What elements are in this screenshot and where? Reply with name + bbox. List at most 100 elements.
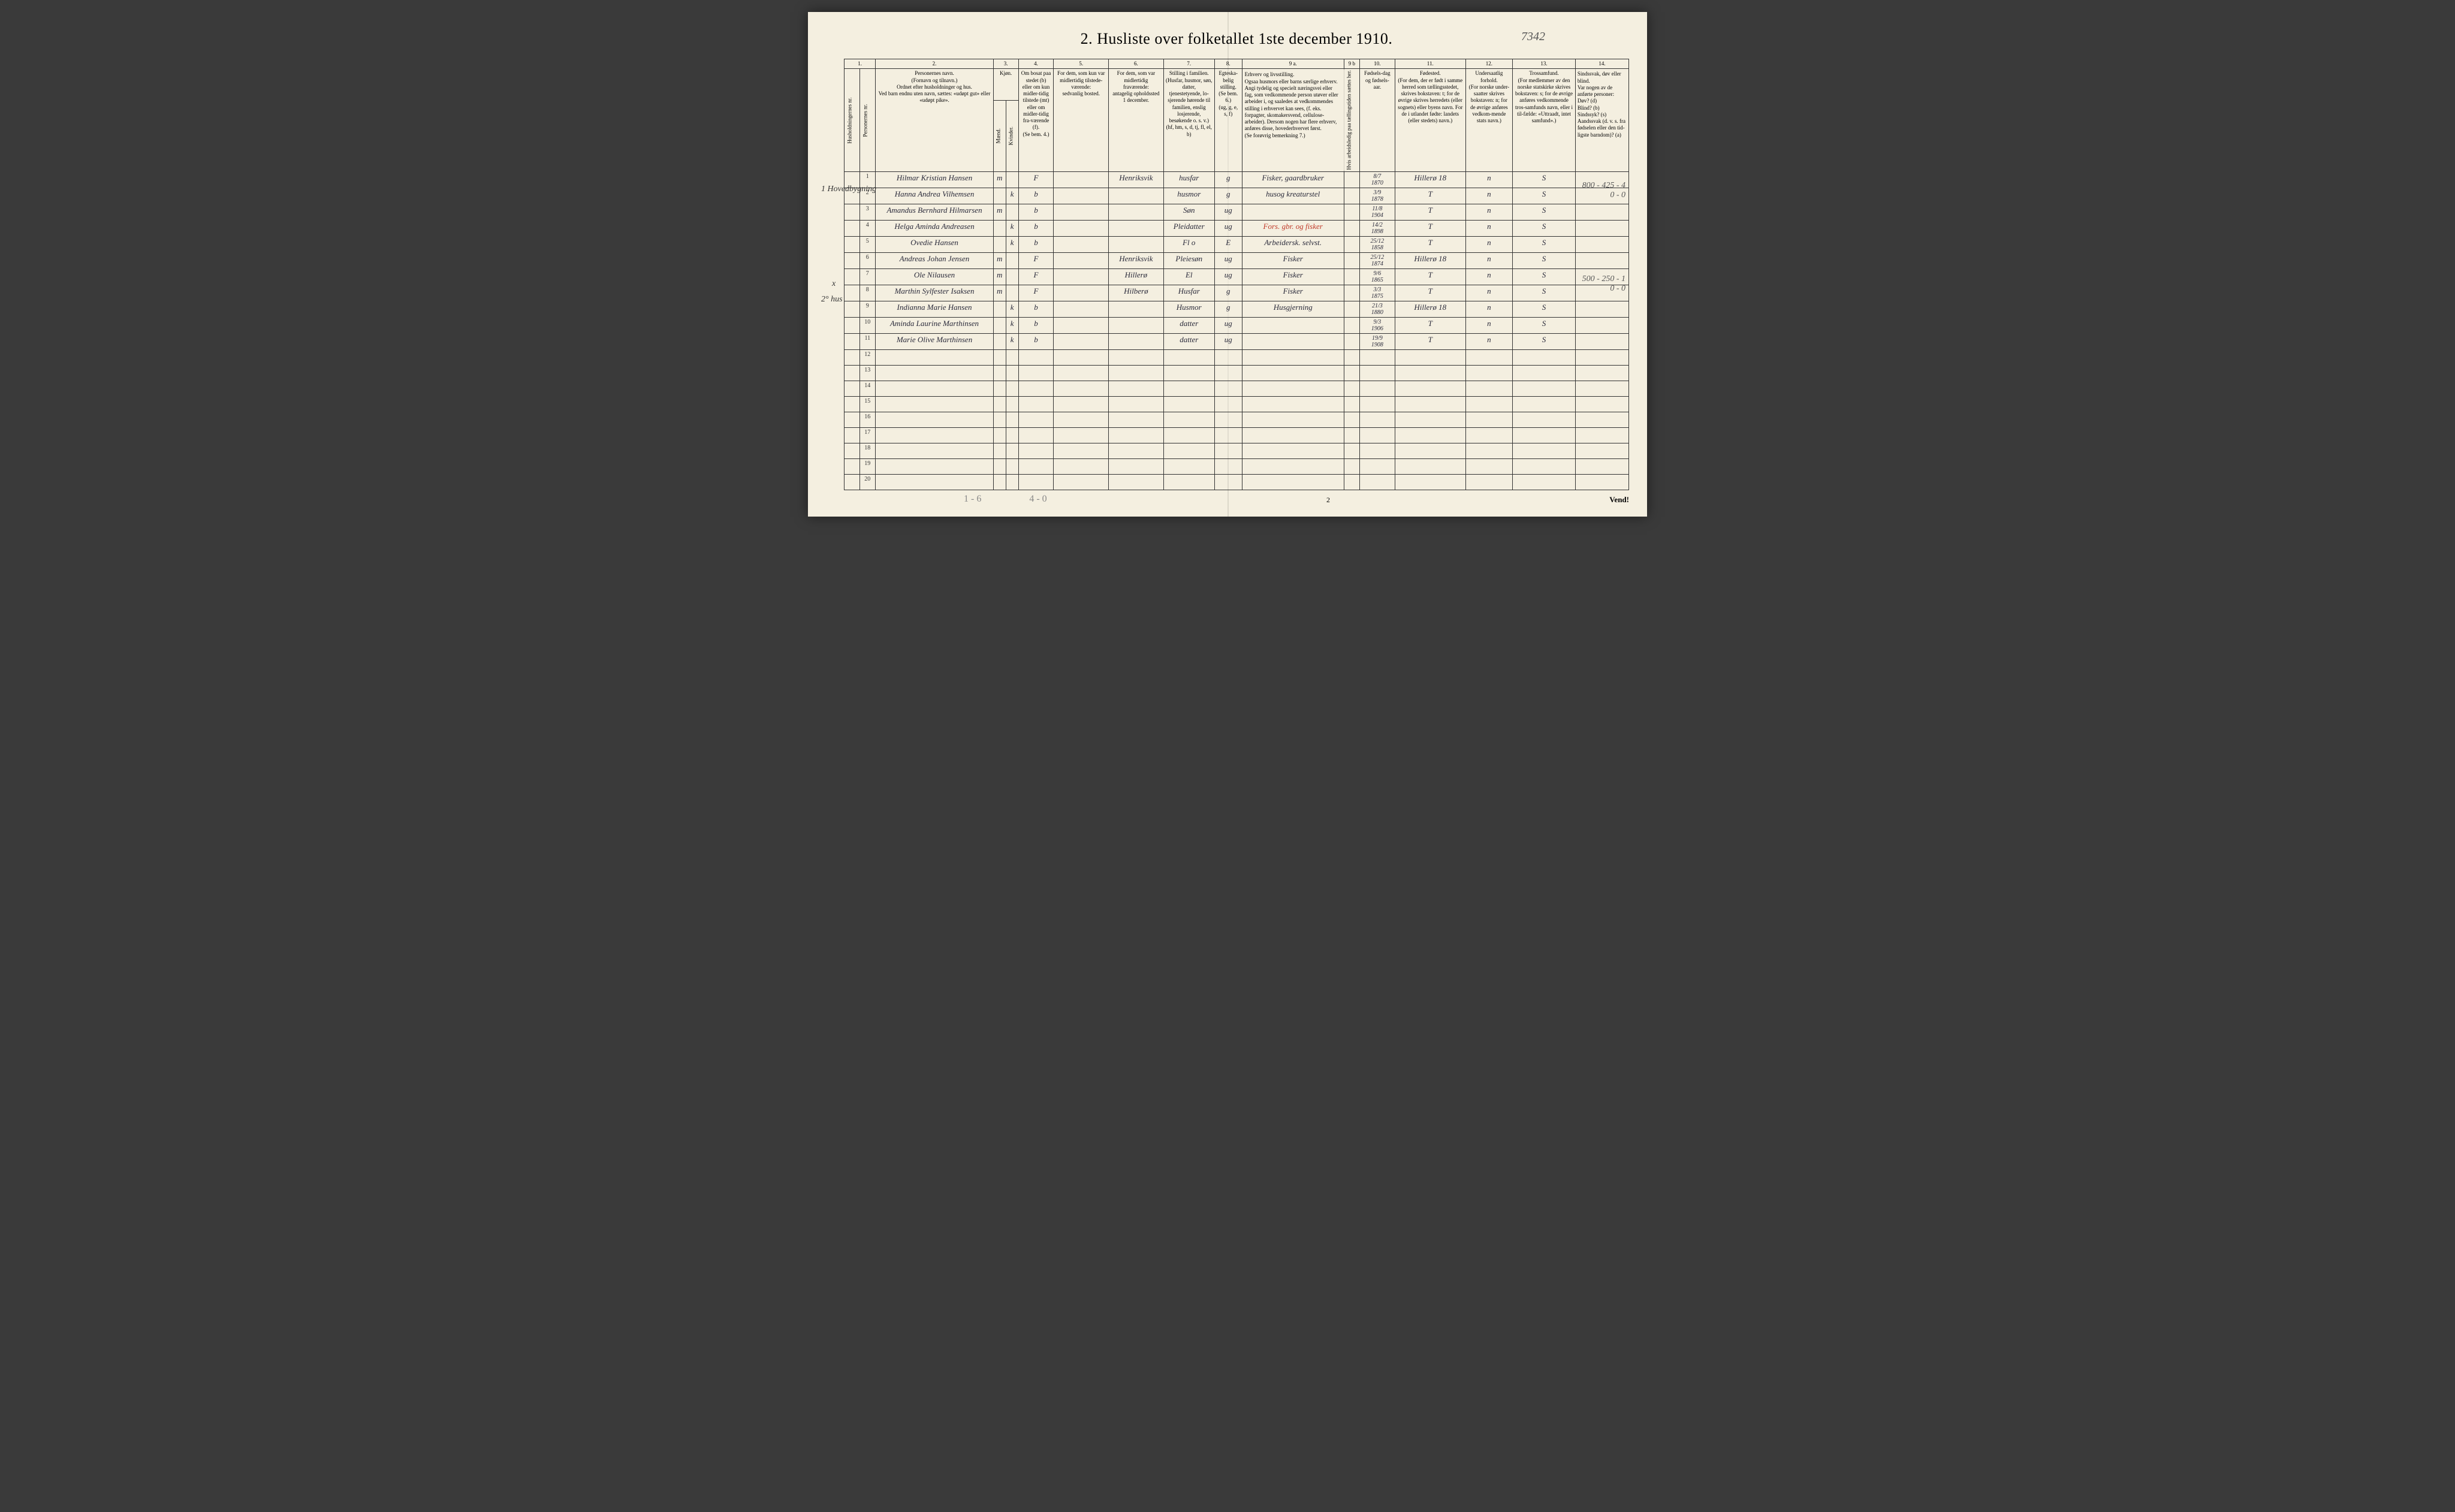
cell-female: k xyxy=(1006,333,1018,349)
cell-household xyxy=(845,349,860,365)
cell-unemployed xyxy=(1344,285,1359,301)
table-row-empty: 14 xyxy=(845,381,1629,396)
cell-religion: S xyxy=(1513,268,1576,285)
cell-residence: F xyxy=(1018,252,1054,268)
hdr-female: Kvinder. xyxy=(1006,101,1018,171)
hdr-religion: Trossamfund. (For medlemmer av den norsk… xyxy=(1513,69,1576,171)
cell-birthplace: T xyxy=(1395,220,1465,236)
cell-birthdate: 25/12 1874 xyxy=(1359,252,1395,268)
cell-person-nr: 19 xyxy=(860,458,876,474)
colnum-13: 13. xyxy=(1513,59,1576,69)
hdr-marital: Egteska-belig stilling. (Se bem. 6.) (ug… xyxy=(1214,69,1242,171)
cell-residence: b xyxy=(1018,236,1054,252)
cell-family-pos: Husfar xyxy=(1163,285,1214,301)
cell-family-pos: datter xyxy=(1163,333,1214,349)
cell-birthdate: 21/3 1880 xyxy=(1359,301,1395,317)
cell-absent-loc xyxy=(1109,220,1164,236)
cell-occupation: Husgjerning xyxy=(1242,301,1344,317)
cell-household xyxy=(845,204,860,220)
cell-unemployed xyxy=(1344,188,1359,204)
cell-person-nr: 3 xyxy=(860,204,876,220)
cell-family-pos: husfar xyxy=(1163,171,1214,188)
hdr-absent-loc: For dem, som var midlertidig fraværende:… xyxy=(1109,69,1164,171)
cell-name: Ovedie Hansen xyxy=(876,236,993,252)
cell-absent-loc: Hillerø xyxy=(1109,268,1164,285)
cell-birthdate: 19/9 1908 xyxy=(1359,333,1395,349)
cell-male: m xyxy=(993,285,1006,301)
colnum-9a: 9 a. xyxy=(1242,59,1344,69)
cell-household xyxy=(845,285,860,301)
cell-occupation: Fisker xyxy=(1242,252,1344,268)
colnum-1: 1. xyxy=(845,59,876,69)
cell-family-pos: husmor xyxy=(1163,188,1214,204)
cell-religion: S xyxy=(1513,220,1576,236)
cell-name: Hanna Andrea Vilhemsen xyxy=(876,188,993,204)
cell-marital: g xyxy=(1214,171,1242,188)
household-1-mark: 1 Hovedbygning xyxy=(821,185,876,194)
cell-male xyxy=(993,333,1006,349)
colnum-8: 8. xyxy=(1214,59,1242,69)
cell-household xyxy=(845,220,860,236)
cell-residence: b xyxy=(1018,188,1054,204)
hdr-disability: Sindssvak, døv eller blind. Var nogen av… xyxy=(1575,69,1628,171)
cell-household xyxy=(845,412,860,427)
cell-usual-res xyxy=(1054,252,1109,268)
hdr-usual-residence: For dem, som kun var midlertidig tilsted… xyxy=(1054,69,1109,171)
pencil-left: 1 - 6 xyxy=(964,494,981,505)
colnum-4: 4. xyxy=(1018,59,1054,69)
cell-person-nr: 14 xyxy=(860,381,876,396)
cell-absent-loc xyxy=(1109,333,1164,349)
cell-unemployed xyxy=(1344,252,1359,268)
table-row-empty: 12 xyxy=(845,349,1629,365)
cell-birthplace: T xyxy=(1395,333,1465,349)
cell-person-nr: 4 xyxy=(860,220,876,236)
cell-female xyxy=(1006,252,1018,268)
cell-male xyxy=(993,220,1006,236)
cell-absent-loc xyxy=(1109,188,1164,204)
cell-residence: b xyxy=(1018,333,1054,349)
cell-citizenship: n xyxy=(1465,333,1513,349)
colnum-2: 2. xyxy=(876,59,993,69)
cell-residence: b xyxy=(1018,301,1054,317)
cell-person-nr: 15 xyxy=(860,396,876,412)
hdr-birthplace: Fødested. (For dem, der er født i samme … xyxy=(1395,69,1465,171)
row7-x-mark: x xyxy=(832,279,836,289)
colnum-12: 12. xyxy=(1465,59,1513,69)
cell-usual-res xyxy=(1054,301,1109,317)
cell-household xyxy=(845,365,860,381)
cell-male xyxy=(993,317,1006,333)
cell-person-nr: 17 xyxy=(860,427,876,443)
table-row: 4Helga Aminda AndreasenkbPleidatterugFor… xyxy=(845,220,1629,236)
vend-label: Vend! xyxy=(1609,495,1629,505)
cell-marital: ug xyxy=(1214,220,1242,236)
cell-religion: S xyxy=(1513,188,1576,204)
cell-marital: E xyxy=(1214,236,1242,252)
table-row: 5Ovedie HansenkbFl oEArbeidersk. selvst.… xyxy=(845,236,1629,252)
cell-citizenship: n xyxy=(1465,188,1513,204)
cell-residence: b xyxy=(1018,317,1054,333)
cell-marital: ug xyxy=(1214,317,1242,333)
cell-usual-res xyxy=(1054,236,1109,252)
table-row: 10Aminda Laurine Marthinsenkbdatterug9/3… xyxy=(845,317,1629,333)
cell-household xyxy=(845,236,860,252)
cell-household xyxy=(845,443,860,458)
cell-birthdate: 9/3 1906 xyxy=(1359,317,1395,333)
colnum-14: 14. xyxy=(1575,59,1628,69)
colnum-11: 11. xyxy=(1395,59,1465,69)
hdr-citizenship: Undersaatlig forhold. (For norske under-… xyxy=(1465,69,1513,171)
cell-marital: g xyxy=(1214,301,1242,317)
cell-person-nr: 13 xyxy=(860,365,876,381)
margin-right-mid: 500 - 250 - 1 0 - 0 xyxy=(1582,274,1625,294)
cell-occupation: husog kreaturstel xyxy=(1242,188,1344,204)
cell-disability xyxy=(1575,252,1628,268)
table-header: 1. 2. 3. 4. 5. 6. 7. 8. 9 a. 9 b 10. 11.… xyxy=(845,59,1629,172)
cell-unemployed xyxy=(1344,268,1359,285)
cell-usual-res xyxy=(1054,317,1109,333)
cell-citizenship: n xyxy=(1465,285,1513,301)
hdr-sex-top: Kjøn. xyxy=(993,69,1018,101)
colnum-10: 10. xyxy=(1359,59,1395,69)
cell-citizenship: n xyxy=(1465,204,1513,220)
cell-male xyxy=(993,188,1006,204)
cell-usual-res xyxy=(1054,285,1109,301)
cell-name: Aminda Laurine Marthinsen xyxy=(876,317,993,333)
